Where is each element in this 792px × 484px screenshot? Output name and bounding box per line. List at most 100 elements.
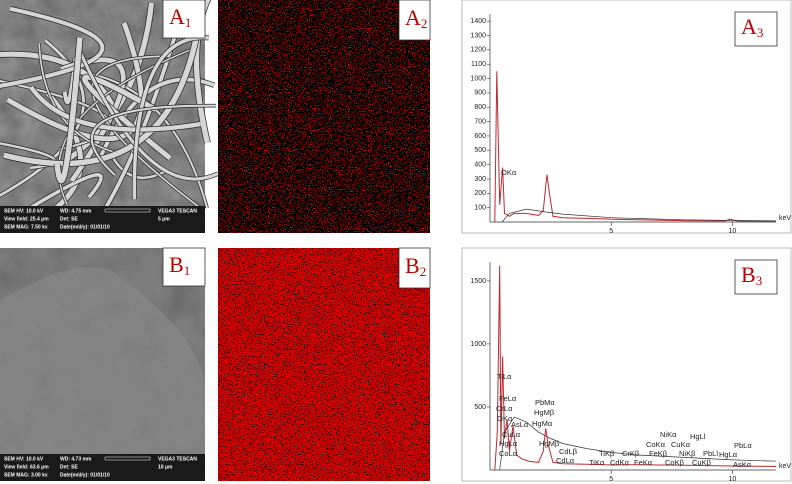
peak-label: CuLα: [502, 430, 521, 439]
x-tick-label: 5: [609, 228, 613, 235]
sem-info: Det: SE: [60, 216, 78, 222]
label-subscript: 2: [420, 264, 427, 279]
peak-label: TiLα: [497, 372, 512, 381]
y-tick-label: 300: [474, 176, 486, 183]
peak-label: CuKα: [671, 440, 691, 449]
sem-info: VEGA3 TESCAN: [158, 456, 197, 462]
fiber: [54, 37, 83, 184]
sem-info: SEM HV: 10.0 kV: [4, 208, 44, 214]
peak-label: CrKβ: [622, 449, 640, 458]
info-bar: [0, 454, 205, 481]
peak-label: FeLα: [499, 394, 517, 403]
peak-label: HgLα: [499, 439, 518, 448]
y-tick-label: 600: [474, 133, 486, 140]
spectrum-line: [499, 416, 777, 471]
panel-label-box: [734, 259, 778, 295]
y-tick-label: 1100: [471, 61, 486, 68]
fiber: [90, 104, 216, 176]
label-subscript: 1: [184, 263, 191, 278]
peak-label: CuKβ: [692, 458, 712, 467]
sem-info: WD: 4.73 mm: [60, 456, 92, 462]
sem-info: Det: SE: [60, 464, 78, 470]
sem-image: [0, 0, 220, 233]
panel-label: B3: [741, 262, 762, 288]
label-subscript: 3: [756, 273, 763, 288]
y-tick-label: 400: [474, 161, 486, 168]
y-tick-label: 500: [474, 147, 486, 154]
peak-label: CdKα: [610, 458, 630, 467]
y-tick-label: 1000: [470, 75, 486, 82]
sem-info: Date(m/d/y): 01/01/10: [60, 472, 110, 478]
element-map: [218, 248, 430, 481]
sem-info: SEM MAG: 3.00 kx: [4, 472, 48, 478]
peak-label: CrLα: [496, 404, 513, 413]
peak-label: CdLβ: [559, 447, 578, 456]
peak-label: HgMα: [532, 419, 553, 428]
peak-label: TiKα: [589, 458, 605, 467]
label-letter: B: [741, 262, 756, 287]
peak-label: PbLα: [734, 441, 752, 450]
peak-label: CoKα: [646, 440, 666, 449]
peak-label: NiKα: [660, 430, 677, 439]
peak-label: PbMα: [535, 398, 555, 407]
label-subscript: 2: [421, 16, 428, 31]
x-tick-label: 5: [609, 476, 613, 483]
panel-label-box: [162, 247, 206, 287]
peak-label: OKα: [497, 414, 513, 423]
y-tick-label: 1500: [470, 278, 486, 285]
label-letter: A: [405, 5, 421, 30]
fiber: [0, 142, 56, 170]
peak-label: PbLl: [703, 449, 718, 458]
peak-label: CdLα: [556, 456, 575, 465]
info-bar: [0, 206, 205, 233]
sem-info: VEGA3 TESCAN: [158, 208, 197, 214]
peak-label: CoKβ: [665, 458, 685, 467]
sem-info: Date(m/d/y): 01/01/10: [60, 224, 110, 230]
y-tick-label: 1200: [470, 47, 486, 54]
y-tick-label: 200: [474, 190, 486, 197]
fiber: [29, 173, 103, 210]
panel-label: A1: [169, 4, 191, 30]
panel-label: A2: [405, 5, 427, 31]
peak-label: FeKα: [634, 458, 653, 467]
x-axis-label: keV: [779, 215, 791, 222]
x-tick-label: 10: [728, 476, 736, 483]
panel-label-box: [398, 0, 431, 41]
x-tick-label: 10: [728, 228, 736, 235]
y-tick-label: 1000: [470, 341, 486, 348]
label-letter: A: [169, 4, 185, 29]
label-letter: B: [169, 252, 184, 277]
fiber: [29, 85, 201, 132]
spectrum-line: [494, 265, 777, 471]
sem-info: WD: 4.75 mm: [60, 208, 92, 214]
peak-label: OKα: [501, 168, 517, 177]
peak-label: AsKα: [733, 460, 752, 469]
sem-info: View field: 25.4 μm: [4, 216, 49, 222]
peak-label: AsLα: [511, 420, 529, 429]
label-subscript: 1: [185, 15, 192, 30]
sem-info: 5 μm: [158, 216, 170, 222]
panel-label: B2: [405, 253, 426, 279]
sem-info: SEM HV: 10.0 kV: [4, 456, 44, 462]
peak-label: NiKβ: [679, 449, 696, 458]
fiber: [0, 6, 105, 88]
fibers: [0, 0, 220, 218]
y-tick-label: 700: [474, 118, 486, 125]
peak-label: FeKβ: [649, 449, 668, 458]
label-subscript: 3: [757, 25, 764, 40]
sem-info: View field: 63.6 μm: [4, 464, 49, 470]
panel-label-box: [734, 11, 778, 47]
scale-bar: [104, 456, 151, 461]
film: [0, 267, 205, 481]
scale-bar: [104, 208, 151, 213]
label-letter: A: [741, 14, 757, 39]
y-tick-label: 800: [474, 104, 486, 111]
spectrum-line: [501, 208, 777, 223]
x-axis-label: keV: [779, 463, 791, 470]
panel-label-box: [162, 0, 206, 39]
sem-info: SEM MAG: 7.50 kx: [4, 224, 48, 230]
y-tick-label: 100: [474, 204, 486, 211]
fiber: [77, 48, 219, 181]
peak-label: CoLα: [499, 449, 518, 458]
